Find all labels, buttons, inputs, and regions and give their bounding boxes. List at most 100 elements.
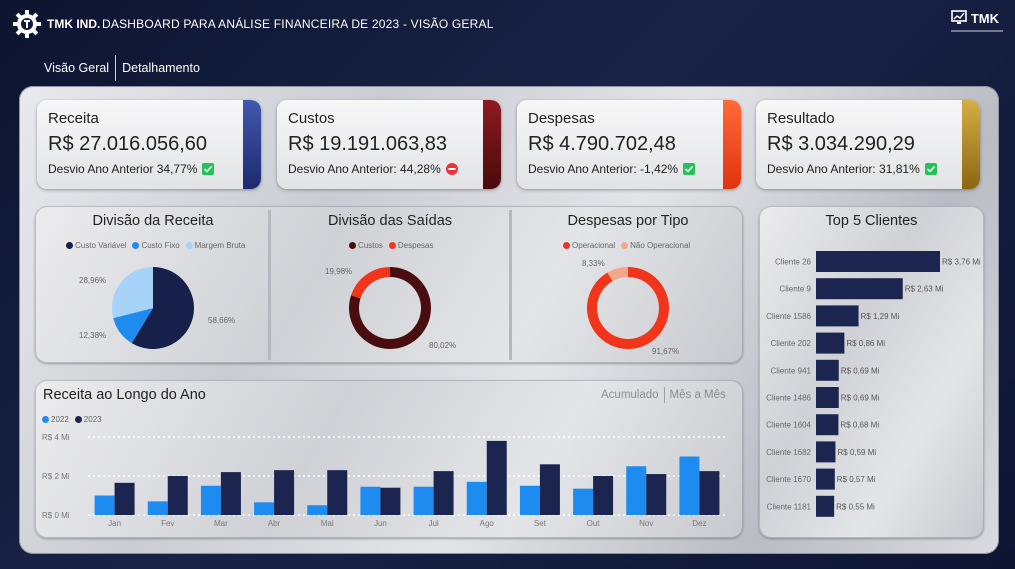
x-tick-label: Mar xyxy=(214,519,228,528)
bar-2022[interactable] xyxy=(147,501,168,515)
check-icon xyxy=(924,163,937,175)
client-bar[interactable] xyxy=(816,305,859,327)
bar-2023[interactable] xyxy=(486,440,507,515)
legend-item: Margem Bruta xyxy=(185,241,245,250)
x-tick-label: Dez xyxy=(692,519,706,528)
bar-data-label: R$ 3,76 Mi xyxy=(942,258,981,267)
bar-2022[interactable] xyxy=(573,488,594,515)
client-bar[interactable] xyxy=(816,359,839,381)
bar-2022[interactable] xyxy=(307,505,328,515)
tab-detalhamento[interactable]: Detalhamento xyxy=(122,61,200,75)
toggle-mes-a-mes[interactable]: Mês a Mês xyxy=(669,389,726,401)
pie-slice-despesas[interactable] xyxy=(351,267,390,299)
kpi-label: Despesas xyxy=(528,110,595,127)
bar-2022[interactable] xyxy=(200,485,221,515)
bar-2023[interactable] xyxy=(380,487,401,515)
client-bar[interactable] xyxy=(816,278,903,300)
kpi-value: R$ 19.191.063,83 xyxy=(288,133,448,155)
client-bar[interactable] xyxy=(816,441,836,463)
client-bar[interactable] xyxy=(816,495,835,517)
saidas-division-title: Divisão das Saídas xyxy=(327,213,453,229)
bar-2023[interactable] xyxy=(699,471,720,515)
brand-name: TMK IND. xyxy=(47,17,101,31)
slice-label: 80,02% xyxy=(429,341,457,350)
x-tick-label: Abr xyxy=(268,519,281,528)
top-clients-title: Top 5 Clientes xyxy=(825,213,918,229)
pie-slice-custo-fixo[interactable] xyxy=(113,308,153,344)
client-bar[interactable] xyxy=(816,468,835,490)
kpi-label: Resultado xyxy=(767,110,835,127)
tab-visao-geral[interactable]: Visão Geral xyxy=(44,61,110,75)
client-bar[interactable] xyxy=(816,251,940,272)
bar-2022[interactable] xyxy=(679,456,700,516)
no-entry-icon xyxy=(445,163,458,175)
bar-2023[interactable] xyxy=(646,474,667,515)
bar-category-label: Cliente 1670 xyxy=(766,475,811,484)
bar-category-label: Cliente 1181 xyxy=(767,502,812,511)
legend-item: Não Operacional xyxy=(621,241,690,250)
legend-item: Custo Fixo xyxy=(132,241,180,250)
receita-division-title: Divisão da Receita xyxy=(92,213,214,229)
bar-2022[interactable] xyxy=(360,486,381,515)
bar-2022[interactable] xyxy=(413,486,434,515)
pie-slice-operacional[interactable] xyxy=(587,267,669,349)
bar-category-label: Cliente 1586 xyxy=(766,312,811,321)
divider xyxy=(268,210,271,360)
revenue-year-legend: 2022 2023 xyxy=(42,415,108,424)
bar-data-label: R$ 0,55 Mi xyxy=(836,502,875,511)
pie-slice-não-operacional[interactable] xyxy=(607,267,628,282)
bar-2023[interactable] xyxy=(433,471,454,515)
pie-slice-custo-variável[interactable] xyxy=(131,267,194,349)
client-bar[interactable] xyxy=(816,414,839,436)
slice-label: 28,96% xyxy=(79,276,107,285)
bar-2023[interactable] xyxy=(539,464,560,515)
toggle-acumulado[interactable]: Acumulado xyxy=(601,389,659,401)
bar-data-label: R$ 2,63 Mi xyxy=(905,285,944,294)
bar-2023[interactable] xyxy=(593,476,614,515)
client-bar[interactable] xyxy=(816,387,839,408)
bar-2022[interactable] xyxy=(466,481,487,515)
bar-data-label: R$ 0,86 Mi xyxy=(846,339,885,348)
bar-2023[interactable] xyxy=(327,470,348,515)
bar-data-label: R$ 0,68 Mi xyxy=(840,421,879,430)
kpi-receita: Receita R$ 27.016.056,60 Desvio Ano Ante… xyxy=(37,100,261,189)
receita-division-pie xyxy=(112,267,194,349)
bar-data-label: R$ 0,69 Mi xyxy=(841,394,880,403)
client-bar[interactable] xyxy=(816,332,845,354)
bar-data-label: R$ 0,57 Mi xyxy=(837,475,876,484)
bar-category-label: Cliente 1604 xyxy=(766,421,811,430)
check-icon xyxy=(202,163,215,175)
bar-2022[interactable] xyxy=(94,495,115,516)
bar-category-label: Cliente 9 xyxy=(779,285,811,294)
bar-2023[interactable] xyxy=(220,472,241,515)
bar-category-label: Cliente 941 xyxy=(771,366,812,375)
x-tick-label: Nov xyxy=(639,519,653,528)
saidas-division-legend: Custos Despesas xyxy=(349,241,439,250)
receita-division-legend: Custo Variável Custo Fixo Margem Bruta xyxy=(66,241,251,250)
bar-2022[interactable] xyxy=(254,502,275,515)
kpi-stripe xyxy=(723,100,741,189)
bar-2022[interactable] xyxy=(626,466,647,515)
pie-slice-margem-bruta[interactable] xyxy=(112,267,153,319)
bar-2022[interactable] xyxy=(519,485,540,515)
company-logo: TMK xyxy=(950,10,1003,32)
kpi-resultado: Resultado R$ 3.034.290,29 Desvio Ano Ant… xyxy=(756,100,980,189)
legend-item: 2022 xyxy=(42,415,69,424)
nav-tabs: Visão Geral Detalhamento xyxy=(44,55,200,81)
bar-2023[interactable] xyxy=(274,470,295,515)
view-toggle: Acumulado Mês a Mês xyxy=(601,387,726,403)
slice-label: 91,67% xyxy=(652,347,680,356)
bar-2023[interactable] xyxy=(167,476,188,515)
bar-data-label: R$ 0,69 Mi xyxy=(841,366,880,375)
kpi-value: R$ 4.790.702,48 xyxy=(528,133,676,155)
y-tick-label: R$ 0 Mi xyxy=(42,511,70,520)
slice-label: 19,98% xyxy=(325,267,353,276)
x-tick-label: Jan xyxy=(108,519,121,528)
bar-category-label: Cliente 1682 xyxy=(766,448,811,457)
revenue-year-chart: R$ 0 Mi R$ 2 Mi R$ 4 Mi Jan Fev Mar Abr Mai Jun J… xyxy=(42,433,726,528)
gear-icon xyxy=(13,10,41,38)
kpi-deviation: Desvio Ano Anterior: 44,28% xyxy=(288,162,458,176)
kpi-value: R$ 27.016.056,60 xyxy=(48,133,208,155)
bar-2023[interactable] xyxy=(114,482,135,515)
kpi-stripe xyxy=(483,100,501,189)
